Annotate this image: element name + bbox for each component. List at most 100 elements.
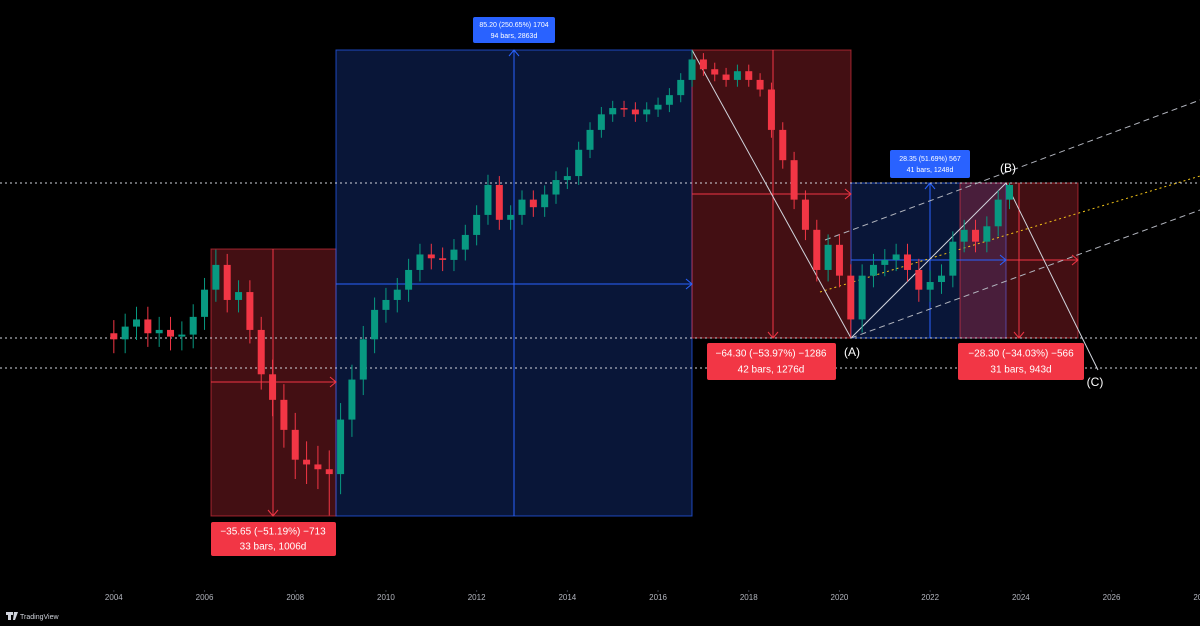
candle-body bbox=[518, 199, 526, 215]
candle-body bbox=[756, 79, 764, 90]
candle-body bbox=[881, 259, 889, 265]
candle-body bbox=[903, 254, 911, 270]
candle-body bbox=[405, 269, 413, 290]
measure-text: −28.30 (−34.03%) −566 bbox=[968, 349, 1074, 360]
x-tick-label: 2010 bbox=[377, 593, 395, 602]
candle-body bbox=[892, 254, 900, 260]
x-tick-label: 2018 bbox=[740, 593, 758, 602]
candle-body bbox=[563, 176, 571, 181]
measure-text: 28.35 (51.69%) 567 bbox=[899, 156, 961, 163]
candle-body bbox=[178, 334, 186, 337]
x-tick-label: 2022 bbox=[921, 593, 939, 602]
candle-body bbox=[495, 184, 503, 220]
candle-body bbox=[133, 319, 141, 327]
candle-body bbox=[597, 114, 605, 130]
candle-body bbox=[416, 254, 424, 270]
candle-body bbox=[779, 129, 787, 161]
candle-body bbox=[246, 292, 254, 330]
measure-text: 42 bars, 1276d bbox=[738, 365, 805, 376]
candle-body bbox=[915, 269, 923, 290]
candle-body bbox=[835, 244, 843, 276]
candle-body bbox=[269, 374, 277, 400]
candle-body bbox=[767, 89, 775, 130]
candle-body bbox=[303, 459, 311, 465]
candle-body bbox=[620, 108, 628, 110]
candle-body bbox=[371, 309, 379, 340]
candle-body bbox=[937, 275, 945, 283]
x-tick-label: 2016 bbox=[649, 593, 667, 602]
candle-body bbox=[393, 289, 401, 300]
candle-body bbox=[972, 229, 980, 242]
candle-body bbox=[541, 194, 549, 208]
drawings bbox=[0, 49, 1200, 517]
measure-text: 85.20 (250.65%) 1704 bbox=[479, 22, 548, 29]
candle-body bbox=[382, 299, 390, 310]
candle-body bbox=[654, 104, 662, 110]
candle-body bbox=[609, 108, 617, 115]
candle-body bbox=[960, 229, 968, 242]
candle-body bbox=[144, 319, 152, 334]
candle-body bbox=[994, 199, 1002, 227]
candle-body bbox=[1006, 184, 1014, 200]
measure-text: 94 bars, 2863d bbox=[491, 33, 538, 40]
candle-body bbox=[223, 264, 231, 300]
candle-body bbox=[824, 244, 832, 270]
measure-text: 33 bars, 1006d bbox=[240, 542, 307, 553]
wave-label: (A) bbox=[844, 345, 860, 359]
candle-body bbox=[257, 329, 265, 375]
measure-label bbox=[707, 343, 836, 380]
x-axis: 2004 2006 2008 2010 2012 2014 2016 2018 2020 2022… bbox=[105, 590, 1200, 602]
candle-body bbox=[348, 379, 356, 420]
brand: TradingView bbox=[20, 614, 59, 621]
measure-text: 31 bars, 943d bbox=[990, 365, 1051, 376]
x-tick-label: 2026 bbox=[1103, 593, 1121, 602]
candle-body bbox=[427, 254, 435, 259]
candle-body bbox=[121, 326, 129, 340]
x-tick-label: 2008 bbox=[286, 593, 304, 602]
measure-arrows bbox=[336, 49, 1007, 516]
candle-body bbox=[949, 241, 957, 276]
candle-body bbox=[858, 275, 866, 320]
candle-body bbox=[439, 258, 447, 260]
candle-body bbox=[711, 69, 719, 75]
candle-body bbox=[212, 264, 220, 290]
candle-body bbox=[280, 399, 288, 430]
candle-body bbox=[201, 289, 209, 317]
candle-body bbox=[813, 229, 821, 270]
candle-body bbox=[983, 226, 991, 242]
candle-body bbox=[155, 329, 163, 334]
candle-body bbox=[291, 429, 299, 460]
candle-body bbox=[631, 109, 639, 115]
candle-body bbox=[110, 333, 118, 340]
candle-body bbox=[235, 292, 243, 300]
candle-body bbox=[745, 71, 753, 80]
candle-body bbox=[359, 339, 367, 380]
candle-body bbox=[575, 149, 583, 177]
x-tick-label: 2006 bbox=[196, 593, 214, 602]
candle-body bbox=[484, 184, 492, 215]
wave-lines bbox=[691, 49, 1099, 371]
candle-body bbox=[450, 249, 458, 260]
candle-body bbox=[801, 199, 809, 230]
x-tick-label: 2004 bbox=[105, 593, 123, 602]
measure-text: −35.65 (−51.19%) −713 bbox=[220, 527, 326, 538]
measure-label bbox=[211, 522, 336, 556]
candle-body bbox=[167, 329, 175, 337]
logo bbox=[6, 612, 18, 620]
candle-body bbox=[869, 264, 877, 276]
wave-label: (C) bbox=[1087, 375, 1104, 389]
candle-body bbox=[677, 79, 685, 96]
x-tick-label: 2014 bbox=[558, 593, 576, 602]
candle-body bbox=[314, 464, 322, 470]
wave-label: (B) bbox=[1000, 161, 1016, 175]
candle-body bbox=[337, 419, 345, 475]
channel-median bbox=[819, 175, 1200, 293]
channel bbox=[824, 99, 1200, 339]
candle-body bbox=[189, 316, 197, 335]
candle-body bbox=[926, 282, 934, 290]
candle-body bbox=[586, 129, 594, 150]
x-tick-label: 2028 bbox=[1193, 593, 1200, 602]
candle-body bbox=[507, 214, 515, 220]
measure-label bbox=[958, 343, 1084, 380]
